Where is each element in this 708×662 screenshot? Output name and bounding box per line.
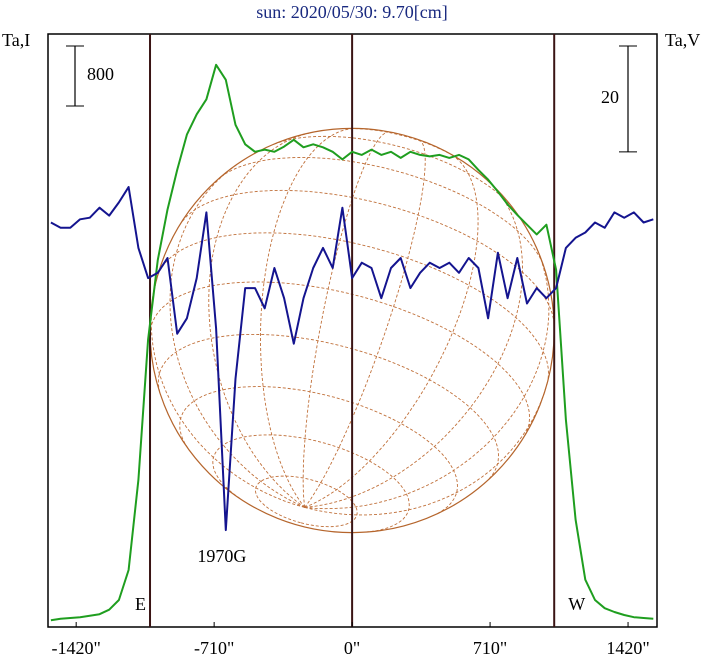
grid-curve — [273, 135, 514, 209]
grid-curve — [304, 243, 550, 510]
x-tick-label: -1420" — [52, 638, 101, 658]
y2-axis-label: Ta,V — [665, 30, 700, 50]
annotation: 1970G — [197, 546, 246, 566]
x-tick-label: -710" — [194, 638, 234, 658]
scale-label: 800 — [87, 64, 114, 84]
grid-curve — [255, 475, 358, 528]
x-tick-label: 710" — [473, 638, 507, 658]
y-axis-label: Ta,I — [2, 30, 30, 50]
grid-curve — [344, 128, 460, 160]
grid-curve — [169, 163, 305, 508]
grid-curve — [212, 434, 410, 533]
grid-curve — [260, 128, 354, 508]
grid-curve — [179, 386, 458, 515]
x-tick-label: 0" — [344, 638, 360, 658]
grid-curve — [149, 281, 530, 436]
chart-title: sun: 2020/05/30: 9.70[cm] — [256, 2, 448, 22]
series-line — [50, 63, 654, 622]
grid-curve — [208, 132, 311, 508]
grid-curve — [157, 333, 500, 481]
scale-label: 20 — [601, 87, 619, 107]
grid-curve — [182, 189, 555, 321]
grid-curve — [220, 157, 543, 264]
east-label: E — [135, 594, 146, 614]
grid-curve — [304, 179, 523, 508]
grid-curve — [304, 139, 426, 508]
series-line — [50, 186, 654, 532]
west-label: W — [568, 594, 585, 614]
grid-curve — [304, 154, 479, 508]
grid-curve — [150, 278, 305, 508]
x-tick-label: 1420" — [606, 638, 649, 658]
grid-curve — [302, 131, 389, 508]
grid-curve — [157, 232, 550, 380]
